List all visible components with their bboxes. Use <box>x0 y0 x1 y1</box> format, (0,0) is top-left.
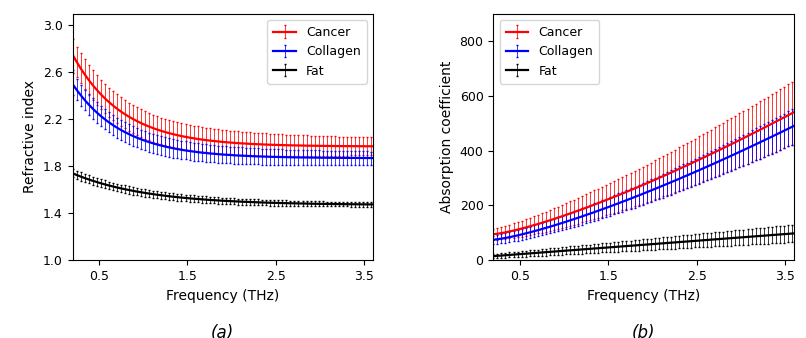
X-axis label: Frequency (THz): Frequency (THz) <box>587 289 700 303</box>
Text: (a): (a) <box>211 324 235 338</box>
Legend: Cancer, Collagen, Fat: Cancer, Collagen, Fat <box>267 20 367 84</box>
Legend: Cancer, Collagen, Fat: Cancer, Collagen, Fat <box>500 20 600 84</box>
Text: (b): (b) <box>632 324 655 338</box>
Y-axis label: Absorption coefficient: Absorption coefficient <box>440 61 454 213</box>
Y-axis label: Refractive index: Refractive index <box>23 80 37 193</box>
X-axis label: Frequency (THz): Frequency (THz) <box>166 289 280 303</box>
